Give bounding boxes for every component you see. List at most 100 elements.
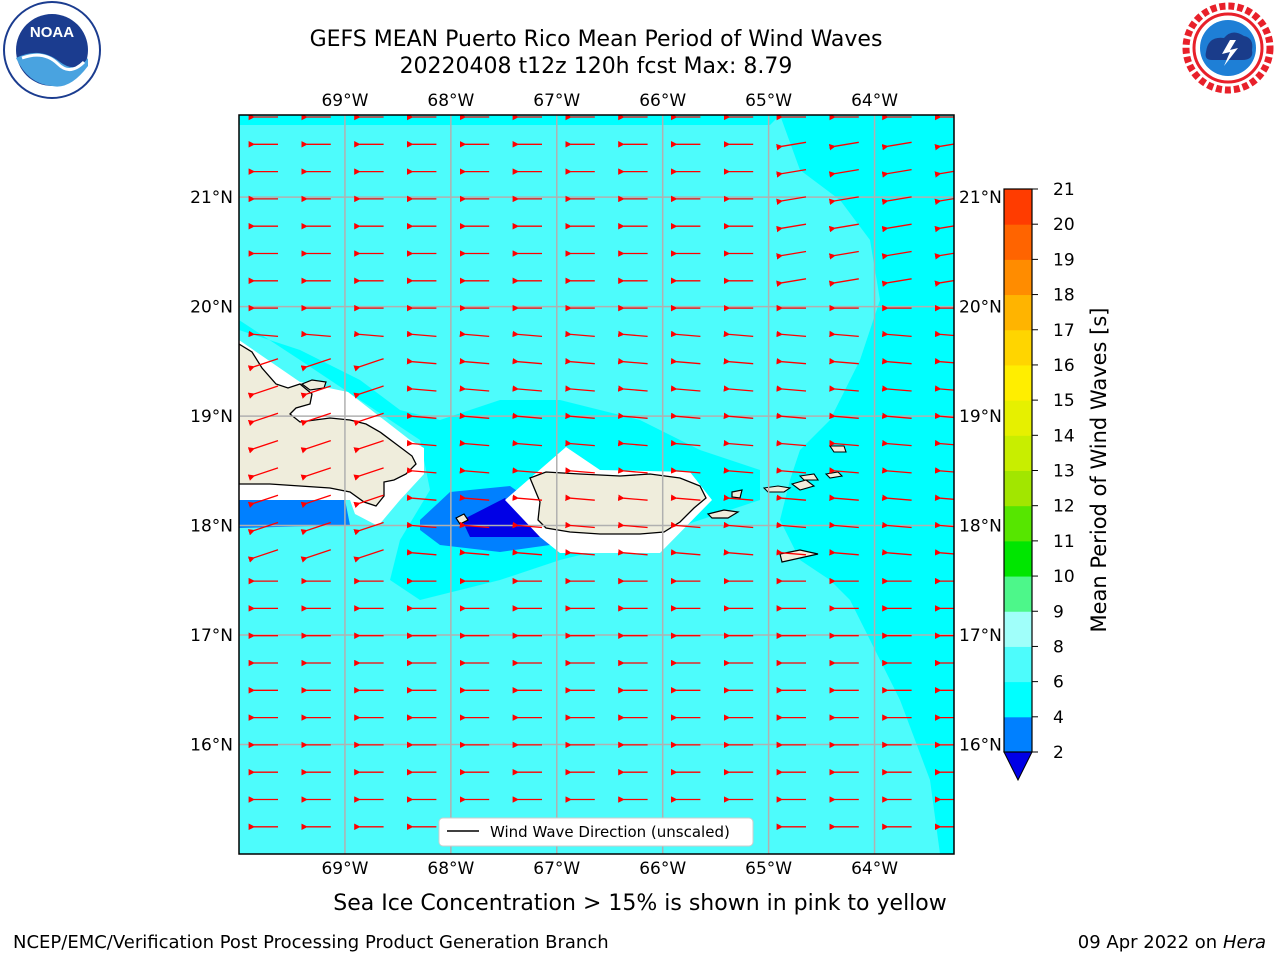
lon-label-bottom: 68°W: [427, 859, 474, 879]
wind-arrow: [723, 549, 754, 556]
wind-arrow: [881, 467, 912, 474]
wind-arrow: [406, 467, 437, 474]
longitude-labels-top: 69°W 68°W 67°W 66°W 65°W 64°W: [321, 91, 898, 111]
wind-arrow: [934, 549, 954, 556]
wind-arrow: [829, 385, 859, 392]
lon-label-top: 66°W: [639, 91, 686, 111]
colorbar-tick-label: 2: [1053, 743, 1064, 763]
wind-arrow: [776, 412, 807, 420]
wind-arrow: [934, 170, 954, 178]
wind-arrow: [723, 439, 754, 447]
wind-arrow: [353, 439, 384, 454]
colorbar-tick-label: 10: [1053, 567, 1075, 587]
wind-arrow: [723, 330, 754, 338]
wind-arrow: [300, 412, 332, 427]
ocean-period-4-6-east: [780, 115, 954, 854]
latitude-labels-right: 21°N 20°N 19°N 18°N 17°N 16°N: [959, 188, 1002, 755]
wind-arrow: [934, 358, 954, 365]
wind-arrow: [828, 223, 859, 233]
colorbar-tick-label: 9: [1053, 602, 1064, 622]
wind-arrow: [881, 278, 912, 287]
wind-arrow: [406, 549, 437, 556]
map-frame: [238, 114, 955, 855]
wind-arrow: [247, 521, 279, 536]
wind-arrow: [406, 412, 437, 420]
lon-label-top: 68°W: [427, 91, 474, 111]
lat-label-right: 18°N: [959, 517, 1002, 537]
wind-arrow: [881, 358, 912, 365]
wind-arrow: [565, 521, 595, 529]
latitude-labels-left: 21°N 20°N 19°N 18°N 17°N 16°N: [190, 188, 233, 755]
wind-arrow: [881, 494, 912, 501]
wind-arrow: [934, 225, 954, 233]
wind-arrow: [829, 412, 859, 420]
wind-arrow: [247, 412, 279, 427]
wind-arrow: [829, 467, 859, 474]
wind-arrow: [300, 521, 332, 536]
wind-arrow: [776, 250, 807, 260]
wind-arrow: [828, 141, 859, 151]
wind-arrow: [934, 494, 954, 501]
wind-arrow: [565, 358, 595, 365]
wind-arrow: [459, 412, 490, 420]
wind-arrow: [406, 330, 437, 338]
wind-arrow: [881, 330, 912, 338]
wind-arrow: [353, 467, 384, 481]
colorbar-tick-label: 4: [1053, 708, 1064, 728]
colorbar-tick-label: 15: [1053, 391, 1075, 411]
wind-arrow: [670, 549, 701, 556]
wind-arrow: [406, 358, 437, 365]
wind-arrow: [406, 439, 437, 447]
colorbar-swatch: [1004, 364, 1032, 401]
colorbar-tick-label: 8: [1053, 637, 1064, 657]
colorbar-tick-label: 19: [1053, 250, 1075, 270]
wind-arrow: [565, 439, 595, 447]
wind-arrow: [565, 385, 595, 392]
wind-arrow: [248, 330, 279, 338]
colorbar-swatch: [1004, 646, 1032, 683]
wind-arrow: [247, 549, 279, 563]
lat-label-left: 17°N: [190, 626, 233, 646]
wind-arrow: [247, 358, 279, 372]
wind-arrow: [776, 385, 807, 392]
wind-arrow: [776, 330, 807, 338]
footer-credit: NCEP/EMC/Verification Post Processing Pr…: [13, 932, 609, 953]
colorbar-swatch: [1004, 189, 1032, 225]
wind-arrow: [934, 143, 954, 151]
lat-label-right: 19°N: [959, 407, 1002, 427]
colorbar-swatch: [1004, 224, 1032, 260]
wind-arrow: [828, 250, 859, 260]
arrow-legend: Wind Wave Direction (unscaled): [438, 817, 754, 847]
map-area: [239, 115, 954, 854]
footer-date: 09 Apr 2022 on Hera: [1078, 932, 1266, 953]
longitude-labels-bottom: 69°W 68°W 67°W 66°W 65°W 64°W: [321, 859, 898, 879]
wind-arrow: [881, 549, 912, 556]
wind-arrow: [934, 279, 954, 287]
wind-arrow: [565, 494, 595, 501]
wind-arrow: [617, 412, 648, 420]
lat-label-right: 20°N: [959, 298, 1002, 318]
wind-arrow: [512, 330, 543, 338]
wind-arrow: [512, 549, 543, 556]
lat-label-right: 17°N: [959, 626, 1002, 646]
wind-arrow: [617, 330, 648, 338]
wind-arrow: [776, 196, 807, 205]
wind-arrow: [723, 521, 754, 529]
wind-arrow: [353, 385, 384, 399]
colorbar-swatch: [1004, 294, 1032, 331]
wind-arrow: [353, 521, 384, 536]
wind-arrow: [617, 439, 648, 447]
noaa-logo-text: NOAA: [30, 24, 74, 41]
wind-arrow: [829, 330, 859, 338]
wind-arrow: [934, 330, 954, 338]
chart-subtitle: 20220408 t12z 120h fcst Max: 8.79: [399, 54, 793, 79]
wind-arrow: [459, 385, 490, 392]
colorbar-tick-label: 20: [1053, 215, 1075, 235]
wind-arrow: [617, 358, 648, 365]
colorbar-swatch: [1004, 505, 1032, 542]
colorbar-label: Mean Period of Wind Waves [s]: [1087, 308, 1111, 633]
wind-arrow: [670, 358, 701, 365]
wind-arrow: [300, 549, 332, 563]
wind-arrow: [565, 412, 595, 420]
